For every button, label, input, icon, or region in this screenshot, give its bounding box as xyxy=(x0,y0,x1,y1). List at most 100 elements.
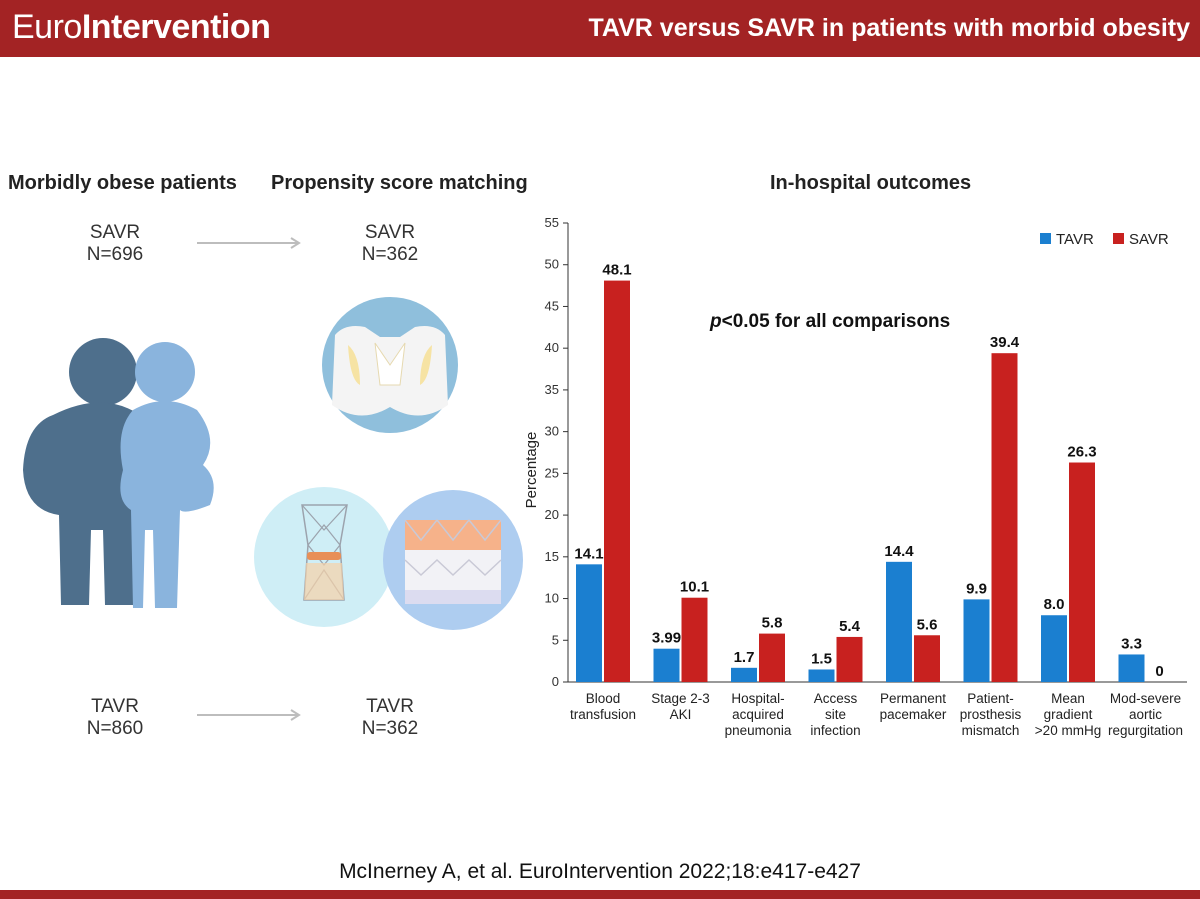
bar-savr xyxy=(604,280,630,682)
y-tick-label: 45 xyxy=(545,298,559,313)
data-label: 14.1 xyxy=(574,545,603,562)
x-tick-label: Access xyxy=(814,691,858,706)
y-axis: 0 5 10 15 20 25 30 35 40 45 50 55 xyxy=(545,215,1187,689)
y-tick-label: 50 xyxy=(545,257,559,272)
bar-savr xyxy=(836,636,863,682)
surgical-valve-icon xyxy=(322,297,458,433)
header-bar: EuroIntervention TAVR versus SAVR in pat… xyxy=(0,0,1200,57)
annotation-p: p xyxy=(709,311,722,332)
data-label: 48.1 xyxy=(602,262,631,279)
savr-after-n: N=362 xyxy=(361,244,419,265)
bar-savr xyxy=(759,633,785,682)
column-heading-left: Morbidly obese patients xyxy=(8,172,237,194)
bar-tavr xyxy=(731,667,757,682)
data-label: 5.4 xyxy=(839,618,861,635)
y-tick-label: 20 xyxy=(545,507,559,522)
x-tick-label: pacemaker xyxy=(880,707,947,722)
data-label: 26.3 xyxy=(1067,444,1096,461)
savr-before-group: SAVR N=696 xyxy=(55,222,175,266)
column-heading-middle: Propensity score matching xyxy=(271,172,528,194)
bar-savr xyxy=(991,353,1018,682)
bar-savr xyxy=(1069,462,1095,682)
tavr-before-name: TAVR xyxy=(91,696,139,717)
tavr-before-n: N=860 xyxy=(86,718,144,739)
y-tick-label: 15 xyxy=(545,549,559,564)
savr-after-name: SAVR xyxy=(364,222,416,243)
data-label: 3.3 xyxy=(1121,635,1142,652)
y-tick-label: 10 xyxy=(545,591,559,606)
citation: McInerney A, et al. EuroIntervention 202… xyxy=(339,860,861,883)
legend-swatch-savr xyxy=(1113,233,1124,244)
x-tick-label: Stage 2-3 xyxy=(651,691,710,706)
x-tick-label: pneumonia xyxy=(725,723,792,738)
x-tick-label: prosthesis xyxy=(960,707,1022,722)
y-tick-label: 35 xyxy=(545,382,559,397)
x-tick-label: Patient- xyxy=(967,691,1014,706)
x-tick-label: Mean xyxy=(1051,691,1085,706)
arrow-right-icon xyxy=(197,709,301,721)
x-tick-label: AKI xyxy=(670,707,692,722)
bar-tavr xyxy=(808,669,835,682)
data-label: 1.5 xyxy=(811,650,832,667)
x-tick-label: infection xyxy=(810,723,860,738)
x-tick-label: mismatch xyxy=(962,723,1020,738)
x-tick-label: site xyxy=(825,707,846,722)
savr-after-group: SAVR N=362 xyxy=(330,222,450,266)
bars: 14.1 48.1 3.99 10.1 1.7 5.8 1.5 5.4 14.4 5.6 9.9 39… xyxy=(574,262,1164,682)
x-tick-label: Permanent xyxy=(880,691,946,706)
bar-savr xyxy=(681,597,708,682)
savr-before-n: N=696 xyxy=(86,244,144,265)
legend-swatch-tavr xyxy=(1040,233,1051,244)
y-tick-label: 30 xyxy=(545,424,559,439)
x-tick-label: acquired xyxy=(732,707,784,722)
obese-patients-icon xyxy=(23,338,214,608)
brand-part2: Intervention xyxy=(81,8,271,46)
y-axis-label: Percentage xyxy=(523,432,540,509)
x-tick-label: gradient xyxy=(1044,707,1093,722)
tavr-after-group: TAVR N=362 xyxy=(330,696,450,740)
bar-tavr xyxy=(1118,654,1145,682)
bar-tavr xyxy=(886,561,912,682)
bar-tavr xyxy=(653,648,680,682)
brand-part1: Euro xyxy=(12,8,82,46)
y-tick-label: 40 xyxy=(545,340,559,355)
self-expanding-valve-icon xyxy=(254,487,394,627)
y-tick-label: 55 xyxy=(545,215,559,230)
tavr-before-group: TAVR N=860 xyxy=(55,696,175,740)
page-title: TAVR versus SAVR in patients with morbid… xyxy=(588,14,1190,42)
x-tick-label: Hospital- xyxy=(731,691,784,706)
footer-bar xyxy=(0,890,1200,899)
x-tick-label: transfusion xyxy=(570,707,636,722)
x-tick-label: Blood xyxy=(586,691,621,706)
data-label: 14.4 xyxy=(884,543,914,560)
data-label: 1.7 xyxy=(734,649,755,666)
x-tick-label: regurgitation xyxy=(1108,723,1183,738)
annotation-rest: <0.05 for all comparisons xyxy=(722,311,951,332)
bar-chart: p<0.05 for all comparisons Percentage TA… xyxy=(523,215,1187,738)
chart-annotation: p<0.05 for all comparisons xyxy=(709,311,950,332)
bar-savr xyxy=(914,635,940,682)
savr-before-name: SAVR xyxy=(89,222,141,243)
chart-legend: TAVR SAVR xyxy=(1040,231,1169,248)
x-tick-label: Mod-severe xyxy=(1110,691,1181,706)
legend-label-tavr: TAVR xyxy=(1056,231,1094,248)
data-label: 5.8 xyxy=(762,615,783,632)
bar-tavr xyxy=(1041,615,1067,682)
data-label: 3.99 xyxy=(652,630,681,647)
legend-label-savr: SAVR xyxy=(1129,231,1169,248)
column-heading-right: In-hospital outcomes xyxy=(770,172,972,194)
balloon-expandable-valve-icon xyxy=(383,490,523,630)
y-tick-label: 5 xyxy=(552,632,559,647)
bar-tavr xyxy=(576,564,602,682)
data-label: 0 xyxy=(1155,663,1163,680)
y-tick-label: 25 xyxy=(545,465,559,480)
brand-logo: EuroIntervention xyxy=(12,8,271,47)
y-tick-label: 0 xyxy=(552,674,559,689)
data-label: 39.4 xyxy=(990,334,1020,351)
data-label: 9.9 xyxy=(966,580,987,597)
x-tick-label: aortic xyxy=(1129,707,1162,722)
x-tick-label: >20 mmHg xyxy=(1035,723,1101,738)
data-label: 8.0 xyxy=(1044,596,1065,613)
data-label: 10.1 xyxy=(680,579,709,596)
